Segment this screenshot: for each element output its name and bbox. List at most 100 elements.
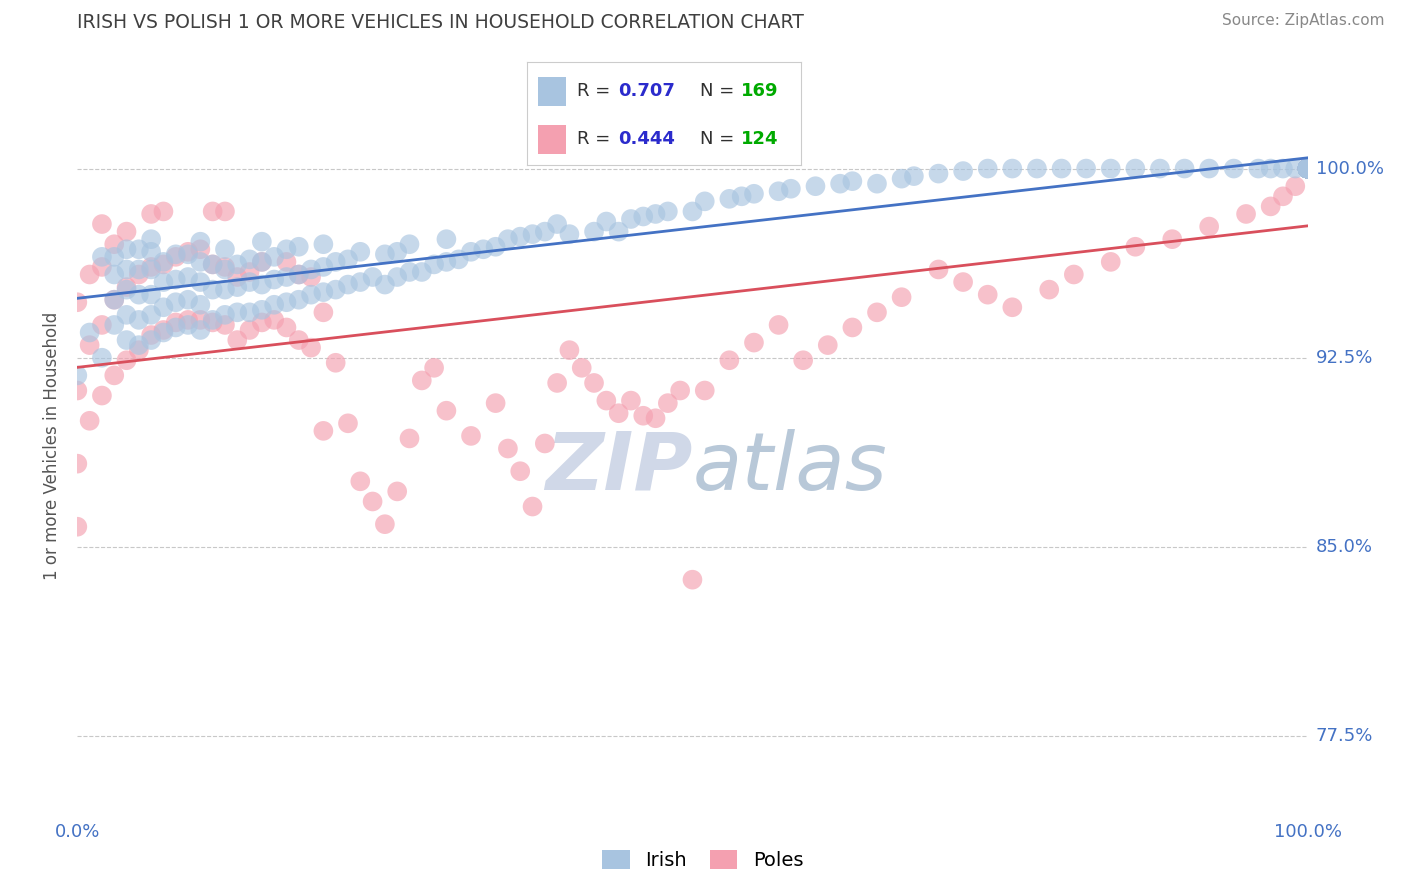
Point — [546, 376, 568, 390]
Point — [1296, 161, 1319, 176]
Point — [1076, 161, 1098, 176]
Point — [349, 244, 371, 259]
Point — [1284, 161, 1306, 176]
Point — [263, 313, 285, 327]
Point — [742, 186, 765, 201]
Text: N =: N = — [700, 130, 740, 148]
Point — [558, 227, 581, 241]
Point — [1296, 161, 1319, 176]
Point — [1296, 161, 1319, 176]
Point — [250, 235, 273, 249]
Text: 124: 124 — [741, 130, 779, 148]
Point — [682, 204, 704, 219]
Point — [1296, 161, 1319, 176]
Text: 100.0%: 100.0% — [1316, 160, 1384, 178]
Point — [1296, 161, 1319, 176]
Point — [1272, 161, 1295, 176]
Point — [657, 396, 679, 410]
Point — [141, 308, 163, 322]
Point — [1296, 161, 1319, 176]
Point — [115, 283, 138, 297]
Point — [115, 280, 138, 294]
Point — [1296, 161, 1319, 176]
Point — [188, 313, 212, 327]
Point — [1198, 161, 1220, 176]
Point — [312, 237, 335, 252]
Point — [79, 338, 101, 352]
Point — [952, 164, 974, 178]
Point — [141, 333, 163, 347]
Point — [1296, 161, 1319, 176]
Point — [152, 257, 174, 271]
Point — [583, 225, 606, 239]
Point — [1161, 232, 1184, 246]
Point — [509, 464, 531, 478]
Point — [1099, 161, 1122, 176]
Point — [79, 268, 101, 282]
Point — [1296, 161, 1319, 176]
Point — [633, 409, 655, 423]
Point — [534, 225, 557, 239]
Point — [299, 270, 322, 285]
Point — [1296, 161, 1319, 176]
Point — [141, 328, 163, 343]
Point — [103, 318, 125, 332]
Point — [817, 338, 839, 352]
Point — [263, 250, 285, 264]
Point — [1296, 161, 1319, 176]
Point — [188, 255, 212, 269]
Point — [128, 343, 150, 358]
Point — [1260, 161, 1282, 176]
Point — [768, 318, 790, 332]
Point — [595, 214, 617, 228]
Point — [1296, 161, 1319, 176]
Point — [804, 179, 827, 194]
Point — [583, 376, 606, 390]
Point — [1296, 161, 1319, 176]
Point — [1125, 161, 1147, 176]
Text: N =: N = — [700, 82, 740, 100]
Point — [66, 295, 89, 310]
Point — [928, 167, 950, 181]
Point — [1296, 161, 1319, 176]
Point — [460, 429, 482, 443]
Point — [103, 293, 125, 307]
Point — [1296, 161, 1319, 176]
Point — [152, 300, 174, 314]
Point — [509, 229, 531, 244]
Point — [226, 305, 249, 319]
Point — [977, 161, 1000, 176]
Point — [1198, 219, 1220, 234]
Point — [1223, 161, 1246, 176]
Point — [66, 384, 89, 398]
Point — [620, 393, 643, 408]
Point — [177, 270, 200, 285]
Point — [152, 204, 174, 219]
Text: IRISH VS POLISH 1 OR MORE VEHICLES IN HOUSEHOLD CORRELATION CHART: IRISH VS POLISH 1 OR MORE VEHICLES IN HO… — [77, 13, 804, 32]
Point — [226, 270, 249, 285]
Point — [903, 169, 925, 183]
Point — [79, 326, 101, 340]
Point — [312, 424, 335, 438]
Text: ZIP: ZIP — [546, 429, 693, 507]
Point — [1296, 161, 1319, 176]
Point — [1296, 161, 1319, 176]
Point — [288, 293, 311, 307]
Point — [385, 244, 409, 259]
Point — [1296, 161, 1319, 176]
Point — [1001, 300, 1024, 314]
Point — [398, 432, 420, 446]
Point — [522, 500, 544, 514]
Point — [1296, 161, 1319, 176]
Text: 77.5%: 77.5% — [1316, 727, 1374, 745]
Point — [607, 225, 630, 239]
Point — [214, 283, 236, 297]
Point — [1296, 161, 1319, 176]
Point — [165, 295, 187, 310]
Point — [1296, 161, 1319, 176]
Point — [90, 217, 114, 231]
Point — [644, 207, 666, 221]
Point — [1296, 161, 1319, 176]
Point — [1296, 161, 1319, 176]
Point — [239, 305, 262, 319]
